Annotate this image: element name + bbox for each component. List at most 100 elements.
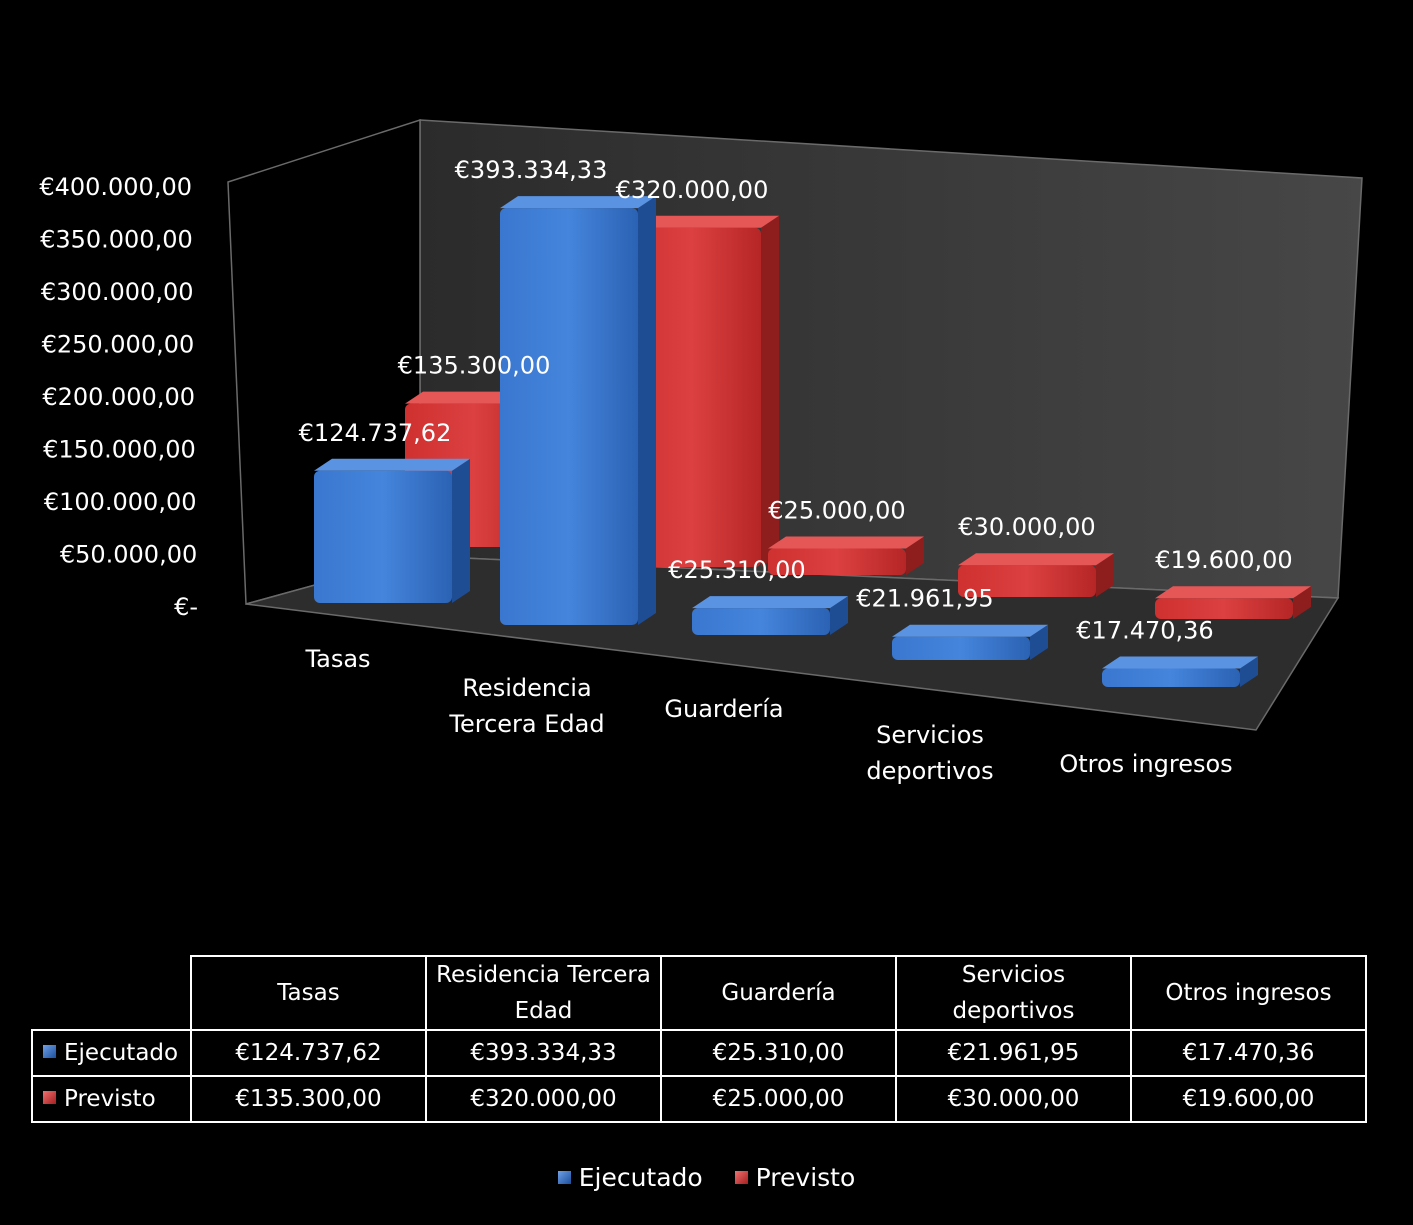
data-table-cell: €124.737,62	[190, 1029, 427, 1077]
bar-previsto-4-top	[1155, 586, 1311, 599]
header-line: Residencia Tercera	[436, 962, 651, 988]
x-tick-label: Otros ingresos	[1059, 750, 1232, 778]
bar-previsto-1-label: €320.000,00	[616, 176, 769, 204]
bar-ejecutado-1-front	[500, 208, 638, 625]
bar-previsto-4-label: €19.600,00	[1155, 546, 1292, 574]
y-tick-label: €200.000,00	[42, 383, 195, 411]
data-table-header-row: Tasas Residencia Tercera Edad Guardería S…	[32, 955, 1367, 1031]
bar-ejecutado-0-side	[452, 458, 470, 603]
bar-previsto-1-side	[761, 215, 779, 568]
bar-ejecutado-4-side	[1240, 656, 1258, 687]
chart-bars	[314, 196, 1311, 687]
data-table-header-cell: Servicios deportivos	[895, 955, 1132, 1031]
bar-ejecutado-0-front	[314, 470, 452, 603]
data-table-cell: €135.300,00	[190, 1075, 427, 1123]
header-line: Guardería	[721, 980, 836, 1006]
data-table-row-label: Ejecutado	[31, 1029, 192, 1077]
bar-ejecutado-2-label: €25.310,00	[668, 556, 805, 584]
ejecutado-legend-swatch-icon	[557, 1171, 571, 1184]
bar-ejecutado-2	[692, 596, 848, 635]
header-line: Servicios	[961, 962, 1066, 988]
bar-previsto-4-front	[1155, 598, 1293, 619]
bar-previsto-0-label: €135.300,00	[398, 352, 551, 380]
y-tick-label: €300.000,00	[41, 278, 194, 306]
bar-ejecutado-2-side	[830, 596, 848, 635]
y-tick-label: €250.000,00	[42, 331, 195, 359]
data-table-cell: €30.000,00	[895, 1075, 1132, 1123]
x-tick-label: Servicios	[876, 721, 984, 749]
bar-ejecutado-4-top	[1102, 656, 1258, 669]
x-tick-label: Guardería	[664, 695, 783, 723]
bar-ejecutado-1-side	[638, 196, 656, 625]
bar-ejecutado-4-front	[1102, 668, 1240, 687]
bar-ejecutado-2-top	[692, 596, 848, 609]
bar-ejecutado-0-top	[314, 458, 470, 471]
header-line: Edad	[514, 998, 573, 1024]
bar-ejecutado-4-label: €17.470,36	[1076, 616, 1213, 644]
bar-ejecutado-3-front	[892, 636, 1030, 660]
bar-ejecutado-1	[500, 196, 656, 625]
legend-label: Ejecutado	[578, 1163, 703, 1192]
data-table-cell: €21.961,95	[895, 1029, 1132, 1077]
y-tick-label: €100.000,00	[44, 488, 197, 516]
x-tick-label: Tercera Edad	[448, 710, 604, 738]
x-tick-label: Tasas	[304, 645, 370, 673]
data-table-corner	[32, 956, 192, 1031]
bar-previsto-1-top	[623, 215, 779, 228]
bar-ejecutado-2-front	[692, 608, 830, 635]
data-table-cell: €17.470,36	[1130, 1029, 1367, 1077]
y-tick-label: €150.000,00	[43, 436, 196, 464]
legend-item-ejecutado[interactable]: Ejecutado	[557, 1163, 703, 1192]
bar-previsto-2-top	[768, 536, 924, 549]
legend: Ejecutado Previsto	[0, 1163, 1413, 1192]
bar-previsto-4	[1155, 586, 1311, 619]
bar-previsto-1-front	[623, 227, 761, 568]
y-tick-label: €-	[174, 593, 198, 621]
bar-ejecutado-3-label: €21.961,95	[856, 585, 993, 613]
x-tick-label: Residencia	[462, 674, 591, 702]
bar-ejecutado-3-side	[1030, 624, 1048, 660]
y-tick-label: €50.000,00	[60, 541, 197, 569]
legend-label: Previsto	[755, 1163, 856, 1192]
bar-ejecutado-0-label: €124.737,62	[299, 419, 452, 447]
data-table-cell: €25.310,00	[660, 1029, 897, 1077]
data-table: Tasas Residencia Tercera Edad Guardería S…	[31, 955, 1367, 1123]
data-table-cell: €393.334,33	[425, 1029, 662, 1077]
chart: €- €50.000,00 €100.000,00 €150.000,00 €200.0…	[39, 118, 1363, 785]
x-axis: Tasas Residencia Tercera Edad Guardería Serv…	[304, 645, 1232, 785]
ejecutado-swatch-icon	[43, 1045, 56, 1058]
data-labels: €135.300,00 €124.737,62 €320.000,00 €393.33…	[299, 156, 1293, 644]
data-table-cell: €19.600,00	[1130, 1075, 1367, 1123]
header-line: Otros ingresos	[1165, 980, 1332, 1006]
bar-ejecutado-1-top	[500, 196, 656, 209]
bar-previsto-2	[768, 536, 924, 575]
y-tick-label: €350.000,00	[40, 226, 193, 254]
data-table-header-cell: Otros ingresos	[1130, 955, 1367, 1031]
data-table-row-ejecutado: Ejecutado €124.737,62 €393.334,33 €25.31…	[31, 1029, 1367, 1077]
bar-ejecutado-3	[892, 624, 1048, 660]
y-axis: €- €50.000,00 €100.000,00 €150.000,00 €200.0…	[39, 173, 198, 621]
bar-ejecutado-4	[1102, 656, 1258, 687]
bar-ejecutado-0	[314, 458, 470, 603]
bar-previsto-2-side	[906, 536, 924, 575]
bar-ejecutado-3-top	[892, 624, 1048, 637]
bar-previsto-1	[623, 215, 779, 568]
bar-ejecutado-1-label: €393.334,33	[455, 156, 608, 184]
row-label-text: Previsto	[64, 1086, 156, 1112]
bar-previsto-3-label: €30.000,00	[958, 513, 1095, 541]
data-table-header-cell: Guardería	[660, 955, 897, 1031]
y-tick-label: €400.000,00	[39, 173, 192, 201]
bar-previsto-3-side	[1096, 553, 1114, 597]
legend-item-previsto[interactable]: Previsto	[734, 1163, 856, 1192]
previsto-swatch-icon	[43, 1091, 56, 1104]
bar-previsto-3-top	[958, 553, 1114, 566]
row-label-text: Ejecutado	[64, 1040, 179, 1066]
data-table-row-label: Previsto	[31, 1075, 192, 1123]
bar-previsto-4-side	[1293, 586, 1311, 619]
bar-previsto-2-front	[768, 548, 906, 575]
header-line: deportivos	[952, 998, 1075, 1024]
header-line: Tasas	[277, 980, 340, 1006]
data-table-cell: €320.000,00	[425, 1075, 662, 1123]
bar-previsto-2-label: €25.000,00	[768, 497, 905, 525]
data-table-header-cell: Residencia Tercera Edad	[425, 955, 662, 1031]
